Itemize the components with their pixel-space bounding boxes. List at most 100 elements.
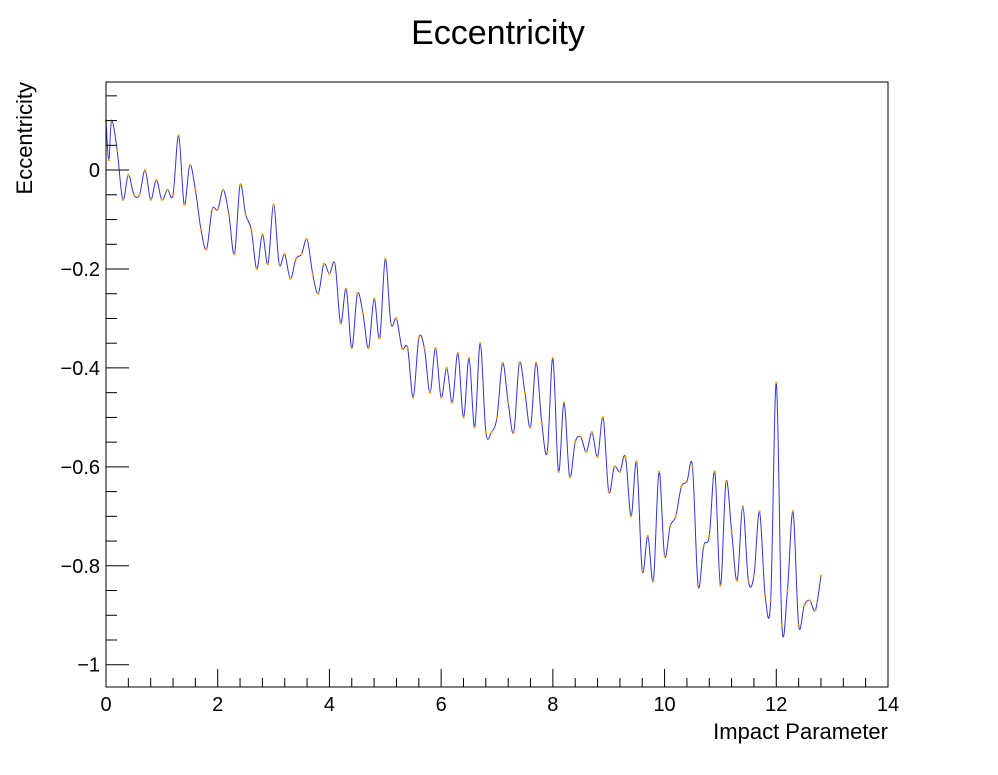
data-point xyxy=(557,470,560,474)
data-point xyxy=(585,450,588,454)
data-point xyxy=(339,322,342,325)
data-point xyxy=(797,623,800,627)
data-point xyxy=(730,529,733,533)
data-point xyxy=(819,574,823,577)
data-point xyxy=(107,158,110,162)
data-point xyxy=(462,416,465,419)
x-tick-label: 2 xyxy=(212,694,223,716)
data-point xyxy=(668,525,672,528)
data-point xyxy=(562,401,566,404)
x-axis: 0 2 4 6 8 10 12 14 xyxy=(100,669,899,716)
data-point xyxy=(439,396,443,399)
data-point xyxy=(311,272,314,276)
data-point xyxy=(741,505,744,508)
data-point xyxy=(132,193,136,196)
data-point xyxy=(434,346,437,350)
data-point xyxy=(540,421,543,424)
data-point xyxy=(261,233,264,236)
x-axis-label: Impact Parameter xyxy=(713,719,888,744)
data-point xyxy=(372,297,376,300)
data-point xyxy=(183,203,186,206)
data-point xyxy=(724,480,728,483)
data-point xyxy=(166,188,169,192)
data-point xyxy=(188,163,191,167)
data-point xyxy=(696,584,700,587)
plot-frame xyxy=(105,81,889,688)
data-point xyxy=(574,440,577,444)
data-point xyxy=(143,168,147,172)
data-point xyxy=(171,193,175,196)
data-point xyxy=(216,208,219,211)
data-point xyxy=(534,361,538,365)
data-point xyxy=(400,346,404,350)
data-point xyxy=(484,431,488,434)
data-point xyxy=(506,401,510,404)
data-point xyxy=(344,287,348,290)
data-point xyxy=(674,515,677,518)
data-point xyxy=(747,579,750,582)
data-point xyxy=(300,252,303,256)
data-point xyxy=(244,213,247,216)
y-tick-label: −0.2 xyxy=(61,259,100,281)
data-point xyxy=(210,208,214,211)
data-point xyxy=(629,515,633,518)
x-tick-label: 8 xyxy=(547,694,558,716)
data-point xyxy=(356,292,359,295)
data-point xyxy=(663,554,666,558)
x-tick-label: 0 xyxy=(100,694,111,716)
data-point xyxy=(283,252,286,256)
data-point xyxy=(495,416,499,419)
data-point xyxy=(467,356,471,360)
data-point xyxy=(596,455,599,459)
data-point xyxy=(423,346,426,350)
data-point xyxy=(389,322,393,325)
data-point xyxy=(713,470,717,474)
data-point xyxy=(708,534,711,538)
data-point xyxy=(127,173,130,177)
data-point xyxy=(479,341,482,345)
data-point xyxy=(445,366,448,370)
y-axis-label: Eccentricity xyxy=(12,82,37,194)
y-tick-label: −0.4 xyxy=(61,358,100,380)
data-point xyxy=(702,544,705,548)
data-point xyxy=(238,183,242,187)
data-point xyxy=(786,589,789,592)
x-tick-label: 4 xyxy=(324,694,335,716)
data-point xyxy=(601,416,605,419)
data-point xyxy=(473,426,476,429)
data-point xyxy=(222,188,225,192)
data-point xyxy=(490,431,493,434)
data-point xyxy=(775,381,778,384)
data-point xyxy=(384,257,387,261)
data-point xyxy=(417,337,420,340)
data-point xyxy=(406,346,409,350)
data-point xyxy=(328,272,331,276)
data-point xyxy=(803,604,806,607)
data-point xyxy=(719,584,722,587)
data-point xyxy=(624,455,627,459)
data-point xyxy=(294,257,298,261)
data-point xyxy=(635,460,638,464)
data-point xyxy=(579,435,582,439)
data-point xyxy=(305,238,309,241)
data-point xyxy=(518,361,521,365)
data-point xyxy=(367,346,370,350)
data-point xyxy=(378,337,381,340)
data-point xyxy=(138,193,141,196)
data-point xyxy=(780,623,784,627)
data-point xyxy=(350,346,353,350)
data-point xyxy=(412,396,415,399)
data-point xyxy=(317,292,320,295)
data-point xyxy=(361,312,365,315)
data-point xyxy=(205,248,208,251)
data-point xyxy=(250,228,253,231)
data-point xyxy=(255,267,259,271)
data-point xyxy=(769,599,772,602)
data-point xyxy=(685,480,689,483)
data-point xyxy=(115,149,119,152)
data-point xyxy=(646,534,650,538)
data-point xyxy=(791,510,795,513)
data-point xyxy=(501,361,504,365)
